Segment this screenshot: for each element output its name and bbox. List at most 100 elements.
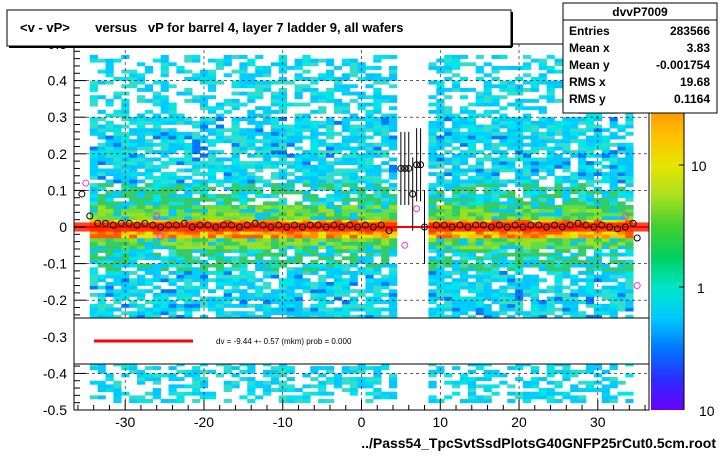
heatmap-cell bbox=[617, 252, 626, 257]
heatmap-cell bbox=[436, 274, 445, 279]
heatmap-cell bbox=[184, 256, 193, 261]
heatmap-cell bbox=[475, 197, 484, 202]
heatmap-cell bbox=[507, 219, 516, 224]
heatmap-cell bbox=[263, 161, 272, 166]
heatmap-cell bbox=[530, 274, 540, 279]
heatmap-cell bbox=[223, 270, 232, 275]
heatmap-cell bbox=[585, 245, 595, 250]
heatmap-cell bbox=[184, 281, 193, 286]
heatmap-cell bbox=[255, 259, 264, 264]
heatmap-cell bbox=[113, 219, 122, 224]
heatmap-cell bbox=[89, 285, 98, 290]
heatmap-cell bbox=[168, 172, 177, 177]
heatmap-cell bbox=[522, 117, 532, 122]
heatmap-cell bbox=[625, 259, 634, 264]
heatmap-cell bbox=[452, 219, 461, 224]
heatmap-cell bbox=[97, 124, 106, 129]
heatmap-cell bbox=[270, 267, 280, 272]
heatmap-cell bbox=[546, 186, 555, 191]
heatmap-cell bbox=[207, 197, 217, 202]
heatmap-cell bbox=[365, 307, 374, 312]
heatmap-cell bbox=[215, 267, 224, 272]
heatmap-cell bbox=[530, 183, 540, 188]
heatmap-cell bbox=[192, 230, 201, 235]
heatmap-cell bbox=[239, 314, 248, 319]
heatmap-cell bbox=[89, 380, 98, 385]
heatmap-cell bbox=[121, 285, 130, 290]
heatmap-cell bbox=[278, 281, 287, 286]
heatmap-cell bbox=[318, 300, 327, 305]
heatmap-cell bbox=[483, 241, 492, 246]
heatmap-cell bbox=[160, 54, 169, 59]
heatmap-cell bbox=[381, 54, 390, 59]
heatmap-cell bbox=[617, 142, 626, 147]
heatmap-cell bbox=[310, 139, 319, 144]
heatmap-cell bbox=[475, 179, 484, 184]
heatmap-cell bbox=[215, 194, 224, 199]
heatmap-cell bbox=[562, 168, 571, 173]
heatmap-cell bbox=[231, 91, 240, 96]
heatmap-cell bbox=[105, 252, 114, 257]
heatmap-cell bbox=[601, 208, 610, 213]
heatmap-cell bbox=[585, 183, 595, 188]
heatmap-cell bbox=[546, 259, 555, 264]
heatmap-cell bbox=[585, 256, 595, 261]
heatmap-cell bbox=[467, 241, 477, 246]
heatmap-cell bbox=[255, 186, 264, 191]
heatmap-cell bbox=[137, 230, 146, 235]
heatmap-cell bbox=[255, 69, 264, 74]
heatmap-cell bbox=[97, 219, 106, 224]
heatmap-cell bbox=[144, 142, 154, 147]
heatmap-cell bbox=[231, 146, 240, 151]
heatmap-cell bbox=[428, 135, 437, 140]
heatmap-cell bbox=[389, 314, 398, 319]
heatmap-cell bbox=[318, 296, 327, 301]
heatmap-cell bbox=[499, 157, 508, 162]
heatmap-cell bbox=[144, 186, 154, 191]
heatmap-cell bbox=[160, 135, 169, 140]
heatmap-cell bbox=[585, 135, 595, 140]
heatmap-cell bbox=[333, 241, 343, 246]
heatmap-cell bbox=[609, 212, 618, 217]
heatmap-cell bbox=[459, 197, 469, 202]
heatmap-cell bbox=[239, 212, 248, 217]
heatmap-cell bbox=[483, 95, 492, 100]
heatmap-cell bbox=[192, 183, 201, 188]
heatmap-cell bbox=[530, 98, 540, 103]
heatmap-cell bbox=[341, 300, 350, 305]
heatmap-cell bbox=[554, 131, 563, 136]
heatmap-cell bbox=[318, 179, 327, 184]
heatmap-cell bbox=[625, 117, 634, 122]
heatmap-cell bbox=[113, 161, 122, 166]
heatmap-cell bbox=[499, 237, 508, 242]
heatmap-cell bbox=[570, 311, 579, 316]
heatmap-cell bbox=[515, 106, 524, 111]
heatmap-cell bbox=[365, 76, 374, 81]
heatmap-cell bbox=[168, 270, 177, 275]
heatmap-cell bbox=[483, 179, 492, 184]
heatmap-cell bbox=[381, 314, 390, 319]
data-point bbox=[235, 223, 243, 231]
heatmap-cell bbox=[530, 208, 540, 213]
heatmap-cell bbox=[121, 281, 130, 286]
heatmap-cell bbox=[207, 131, 217, 136]
heatmap-cell bbox=[270, 237, 280, 242]
heatmap-cell bbox=[318, 289, 327, 294]
heatmap-cell bbox=[129, 190, 138, 195]
heatmap-cell bbox=[452, 62, 461, 67]
stats-value: 3.83 bbox=[687, 41, 711, 55]
heatmap-cell bbox=[247, 161, 256, 166]
heatmap-cell bbox=[207, 95, 217, 100]
heatmap-cell bbox=[452, 278, 461, 283]
heatmap-cell bbox=[483, 234, 492, 239]
heatmap-cell bbox=[302, 197, 311, 202]
heatmap-cell bbox=[286, 212, 295, 217]
heatmap-cell bbox=[200, 395, 209, 400]
heatmap-cell bbox=[357, 95, 366, 100]
heatmap-cell bbox=[554, 190, 563, 195]
heatmap-cell bbox=[578, 369, 587, 374]
heatmap-cell bbox=[152, 124, 161, 129]
heatmap-cell bbox=[263, 274, 272, 279]
heatmap-cell bbox=[341, 179, 350, 184]
heatmap-cell bbox=[192, 380, 201, 385]
